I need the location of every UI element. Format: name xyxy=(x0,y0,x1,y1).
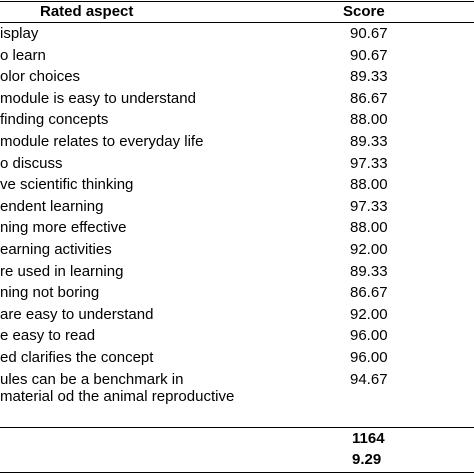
row-aspect: e easy to read xyxy=(0,327,96,345)
row-aspect: ning more effective xyxy=(0,219,127,237)
table-row: ning more effective 88.00 xyxy=(0,218,474,240)
row-score: 86.67 xyxy=(350,89,388,107)
row-aspect: ules can be a benchmark in xyxy=(0,370,184,388)
row-score: 90.67 xyxy=(350,46,388,64)
total-score: 1164 xyxy=(352,430,385,447)
column-header-score: Score xyxy=(343,3,385,20)
table-row: olor choices 89.33 xyxy=(0,67,474,89)
row-aspect: olor choices xyxy=(0,68,81,86)
table-bottom-rule xyxy=(0,472,474,473)
row-score: 92.00 xyxy=(350,240,388,258)
table-row: o learn 90.67 xyxy=(0,46,474,68)
table-body: isplay 90.67 o learn 90.67 olor choices … xyxy=(0,24,474,391)
row-aspect: module is easy to understand xyxy=(0,89,196,107)
row-aspect: module relates to everyday life xyxy=(0,132,204,150)
row-aspect: o discuss xyxy=(0,154,63,172)
row-score: 96.00 xyxy=(350,327,388,345)
row-aspect: ning not boring xyxy=(0,284,100,302)
table-row: o discuss 97.33 xyxy=(0,154,474,176)
table-row: isplay 90.67 xyxy=(0,24,474,46)
row-score: 89.33 xyxy=(350,132,388,150)
table-row: e easy to read 96.00 xyxy=(0,326,474,348)
table-row: finding concepts 88.00 xyxy=(0,110,474,132)
row-score: 96.00 xyxy=(350,348,388,366)
row-aspect: o learn xyxy=(0,46,46,64)
average-row: 9.29 xyxy=(0,451,474,471)
column-header-rated-aspect: Rated aspect xyxy=(40,3,134,20)
average-score: 9.29 xyxy=(352,451,382,468)
row-aspect: isplay xyxy=(0,25,39,42)
row-aspect: endent learning xyxy=(0,197,104,215)
row-score: 86.67 xyxy=(350,284,388,302)
row-aspect: ve scientific thinking xyxy=(0,176,134,194)
table-top-rule xyxy=(0,1,474,2)
row-aspect: ed clarifies the concept xyxy=(0,348,154,366)
row-score: 88.00 xyxy=(350,111,388,129)
table-row: ve scientific thinking 88.00 xyxy=(0,175,474,197)
table-row: earning activities 92.00 xyxy=(0,240,474,262)
row-score: 90.67 xyxy=(350,25,388,42)
table-row: ules can be a benchmark in 94.67 xyxy=(0,370,474,392)
row-aspect-continuation: material od the animal reproductive xyxy=(0,388,235,405)
total-rule xyxy=(0,427,474,428)
row-score: 89.33 xyxy=(350,262,388,280)
row-aspect: re used in learning xyxy=(0,262,124,280)
row-score: 97.33 xyxy=(350,197,388,215)
table-row: ning not boring 86.67 xyxy=(0,283,474,305)
row-score: 88.00 xyxy=(350,176,388,194)
table-row: module is easy to understand 86.67 xyxy=(0,89,474,111)
row-aspect: finding concepts xyxy=(0,111,109,129)
row-score: 97.33 xyxy=(350,154,388,172)
table-row: re used in learning 89.33 xyxy=(0,262,474,284)
row-aspect: are easy to understand xyxy=(0,305,154,323)
row-score: 89.33 xyxy=(350,68,388,86)
row-score: 88.00 xyxy=(350,219,388,237)
total-row: 1164 xyxy=(0,430,474,450)
table-row: ed clarifies the concept 96.00 xyxy=(0,348,474,370)
table-row: are easy to understand 92.00 xyxy=(0,305,474,327)
table-row: module relates to everyday life 89.33 xyxy=(0,132,474,154)
table-row: endent learning 97.33 xyxy=(0,197,474,219)
row-score: 92.00 xyxy=(350,305,388,323)
row-aspect: earning activities xyxy=(0,240,112,258)
row-score: 94.67 xyxy=(350,370,388,388)
header-rule xyxy=(0,22,474,23)
